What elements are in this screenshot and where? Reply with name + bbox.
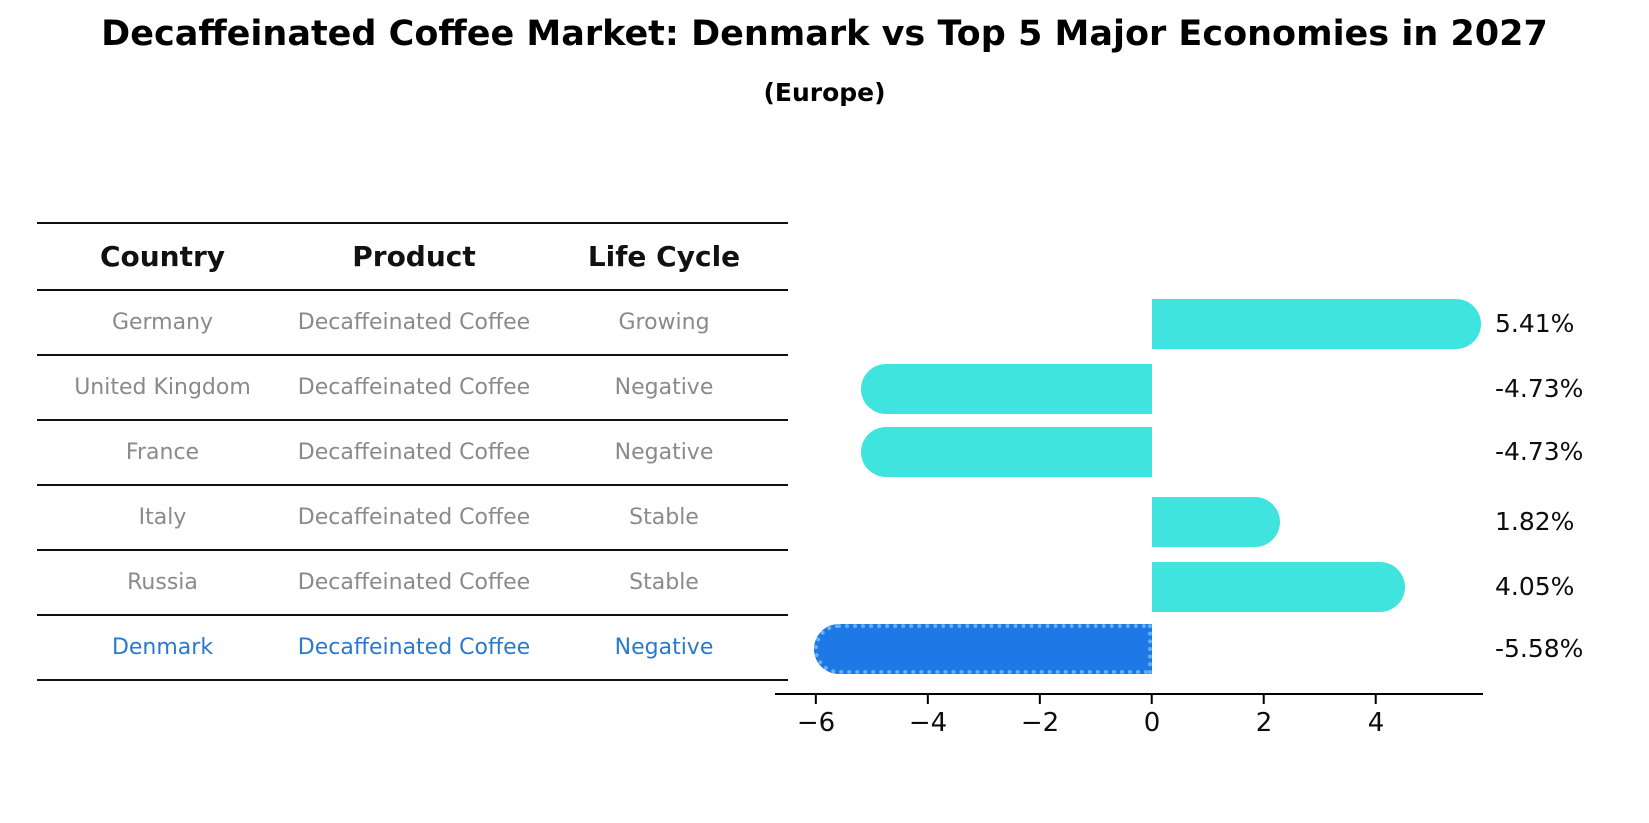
table-cell-country: Germany — [37, 291, 288, 356]
table-cell-life-cycle: Growing — [540, 291, 788, 356]
bar-value-label: 5.41% — [1495, 309, 1575, 338]
data-table: Country Product Life Cycle Germany Decaf… — [37, 222, 788, 681]
bar — [814, 624, 1152, 674]
page-subtitle: (Europe) — [763, 78, 886, 107]
column-header-product: Product — [288, 224, 540, 291]
table-cell-country: Russia — [37, 551, 288, 616]
tick-mark — [1374, 695, 1377, 704]
bar — [1152, 562, 1405, 612]
table-cell-life-cycle: Negative — [540, 616, 788, 681]
bar — [861, 427, 1152, 477]
page-title: Decaffeinated Coffee Market: Denmark vs … — [101, 14, 1548, 54]
x-axis-tick: −6 — [797, 695, 835, 738]
tick-mark — [926, 695, 929, 704]
x-axis-tick: −2 — [1021, 695, 1059, 738]
x-axis-tick: −4 — [909, 695, 947, 738]
bar — [861, 364, 1152, 414]
table-cell-country: Denmark — [37, 616, 288, 681]
bar-value-label: 4.05% — [1495, 572, 1575, 601]
bar-value-label: -4.73% — [1495, 437, 1584, 466]
table-cell-product: Decaffeinated Coffee — [288, 356, 540, 421]
x-axis-tick: 2 — [1255, 695, 1273, 738]
table-cell-life-cycle: Stable — [540, 486, 788, 551]
table-cell-country: France — [37, 421, 288, 486]
column-header-life-cycle: Life Cycle — [540, 224, 788, 291]
x-axis-tick: 4 — [1367, 695, 1385, 738]
table-cell-product: Decaffeinated Coffee — [288, 551, 540, 616]
bar-value-label: -5.58% — [1495, 634, 1584, 663]
tick-mark — [814, 695, 817, 704]
bar — [1152, 299, 1481, 349]
table-cell-country: Italy — [37, 486, 288, 551]
x-tick-label: −4 — [908, 708, 948, 738]
table-cell-country: United Kingdom — [37, 356, 288, 421]
table-cell-life-cycle: Negative — [540, 421, 788, 486]
x-axis — [775, 693, 1483, 695]
bar-value-label: -4.73% — [1495, 374, 1584, 403]
x-tick-label: 4 — [1367, 708, 1385, 738]
table-cell-life-cycle: Stable — [540, 551, 788, 616]
x-tick-label: 2 — [1255, 708, 1273, 738]
table-cell-product: Decaffeinated Coffee — [288, 616, 540, 681]
x-tick-label: 0 — [1143, 708, 1161, 738]
bar — [1152, 497, 1280, 547]
table-cell-product: Decaffeinated Coffee — [288, 291, 540, 356]
table-cell-life-cycle: Negative — [540, 356, 788, 421]
x-tick-label: −6 — [796, 708, 836, 738]
x-tick-label: −2 — [1020, 708, 1060, 738]
column-header-country: Country — [37, 224, 288, 291]
table-cell-product: Decaffeinated Coffee — [288, 421, 540, 486]
x-axis-tick: 0 — [1143, 695, 1161, 738]
table-cell-product: Decaffeinated Coffee — [288, 486, 540, 551]
tick-mark — [1150, 695, 1153, 704]
tick-mark — [1038, 695, 1041, 704]
tick-mark — [1262, 695, 1265, 704]
bar-value-label: 1.82% — [1495, 507, 1575, 536]
